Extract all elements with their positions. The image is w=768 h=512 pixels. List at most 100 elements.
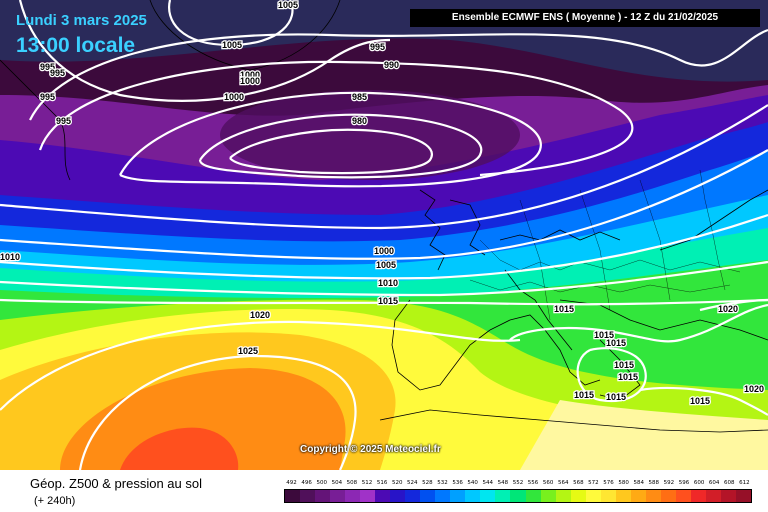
legend-swatch (645, 490, 661, 502)
legend-level-label: 492 (286, 480, 297, 486)
legend-level-label: 544 (482, 480, 494, 486)
isobar-label: 1000 (224, 92, 244, 102)
legend-swatch (390, 490, 406, 502)
legend-swatch (285, 490, 301, 502)
isobar-label: 995 (40, 62, 55, 72)
legend-level-label: 496 (301, 480, 312, 486)
legend-swatch (375, 490, 391, 502)
isobar-label: 1010 (0, 252, 20, 262)
legend-level-label: 548 (497, 480, 509, 486)
legend-level-label: 504 (331, 480, 343, 486)
legend-level-label: 564 (557, 480, 569, 486)
isobar-label: 1000 (374, 246, 394, 256)
legend-panel: Géop. Z500 & pression au sol (+ 240h) 49… (0, 470, 768, 512)
legend-swatch (300, 490, 316, 502)
legend-level-label: 512 (361, 480, 373, 486)
legend-lead-time: (+ 240h) (34, 495, 76, 507)
legend-level-label: 572 (588, 480, 599, 486)
legend-swatch (510, 490, 526, 502)
legend-swatch (525, 490, 541, 502)
legend-level-label: 536 (452, 480, 463, 486)
isobar-label: 1000 (240, 76, 260, 86)
legend-level-label: 588 (648, 480, 660, 486)
isobar-label: 1015 (606, 392, 626, 402)
legend-swatch (675, 490, 691, 502)
legend-level-label: 592 (663, 480, 675, 486)
legend-swatch (315, 490, 331, 502)
coastlines (0, 0, 768, 433)
legend-swatch (495, 490, 511, 502)
model-run-banner: Ensemble ECMWF ENS ( Moyenne ) - 12 Z du… (410, 9, 760, 27)
isobar-label: 1015 (594, 330, 614, 340)
legend-swatch (735, 490, 751, 502)
legend-swatch (435, 490, 451, 502)
legend-level-label: 600 (693, 480, 705, 486)
legend-level-label: 524 (407, 480, 418, 486)
legend-title: Géop. Z500 & pression au sol (30, 476, 202, 491)
legend-swatch (570, 490, 586, 502)
legend-swatch (690, 490, 706, 502)
legend-swatch (405, 490, 421, 502)
isobar-label: 995 (50, 68, 65, 78)
isobar-label: 1000 (240, 70, 260, 80)
isobar-label: 1020 (718, 304, 738, 314)
legend-swatch (480, 490, 496, 502)
isobar-label: 995 (370, 42, 385, 52)
legend-scale-labels: 492 496 500 504 508 512 516 520 524 528 532 536 540 5… (284, 480, 752, 488)
legend-level-label: 516 (376, 480, 388, 486)
legend-level-label: 556 (527, 480, 539, 486)
legend-level-label: 508 (346, 480, 358, 486)
legend-level-label: 552 (512, 480, 524, 486)
legend-level-label: 580 (618, 480, 629, 486)
legend-swatch (705, 490, 721, 502)
isobar-label: 995 (40, 92, 55, 102)
isobar-label: 1015 (618, 372, 638, 382)
legend-level-label: 612 (739, 480, 750, 486)
isobar-labels: 1005 1005 995 990 985 980 1000 1000 1000… (0, 0, 765, 407)
isobar-label: 1005 (278, 0, 298, 10)
copyright: Copyright © 2025 Meteociel.fr (300, 444, 441, 455)
isobar-label: 1025 (238, 346, 258, 356)
legend-swatch (540, 490, 556, 502)
legend-swatch (720, 490, 736, 502)
legend-level-label: 560 (542, 480, 554, 486)
isobar-label: 1015 (614, 360, 634, 370)
isobar-label: 1015 (554, 304, 574, 314)
isobar-label: 1020 (250, 310, 270, 320)
legend-level-label: 596 (678, 480, 690, 486)
legend-swatch (630, 490, 646, 502)
legend-swatch (465, 490, 481, 502)
isobar-label: 1010 (378, 278, 398, 288)
low-core (220, 90, 520, 180)
isobar-label: 1020 (744, 384, 764, 394)
legend-swatch (360, 490, 376, 502)
isobar-label: 1005 (222, 40, 242, 50)
legend-level-label: 608 (724, 480, 735, 486)
legend-swatch (555, 490, 571, 502)
legend-swatch (345, 490, 361, 502)
isobar-label: 980 (352, 116, 367, 126)
forecast-local-time: 13:00 locale (16, 34, 136, 57)
isobar-label: 1005 (376, 260, 396, 270)
isobar-label: 985 (352, 92, 367, 102)
legend-swatch (600, 490, 616, 502)
isobar-label: 1015 (378, 296, 398, 306)
legend-level-label: 532 (437, 480, 448, 486)
isobars (0, 0, 768, 470)
weather-map: 1005 1005 995 990 985 980 1000 1000 1000… (0, 0, 768, 470)
isobar-label: 990 (384, 60, 399, 70)
isobar-label: 1015 (690, 396, 710, 406)
legend-swatch (450, 490, 466, 502)
legend-swatch (420, 490, 436, 502)
band-red-orange (120, 427, 239, 470)
band-pale-yellow (520, 400, 768, 470)
legend-swatch (615, 490, 631, 502)
isobar-label: 1015 (574, 390, 594, 400)
legend-color-bar (284, 489, 752, 503)
legend-swatch (330, 490, 346, 502)
legend-level-label: 576 (603, 480, 614, 486)
legend-level-label: 528 (422, 480, 433, 486)
isobar-label: 995 (56, 116, 71, 126)
legend-level-label: 584 (633, 480, 644, 486)
legend-swatch (660, 490, 676, 502)
